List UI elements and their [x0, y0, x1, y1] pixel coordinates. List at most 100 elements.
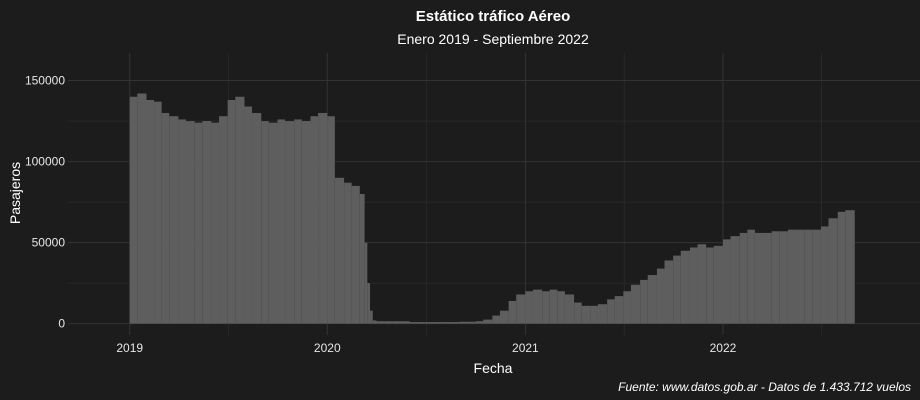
data-bar	[310, 116, 319, 324]
data-bar	[285, 121, 295, 324]
data-bar	[252, 112, 262, 324]
data-bar	[277, 119, 286, 324]
data-bar	[713, 245, 723, 324]
data-bar	[730, 236, 740, 324]
data-bar	[459, 321, 476, 324]
data-bar	[828, 218, 838, 324]
data-bar	[211, 122, 220, 324]
data-bar	[549, 289, 558, 324]
data-bar	[178, 119, 187, 324]
data-bar	[359, 194, 365, 324]
data-bar	[614, 296, 624, 324]
data-bar	[384, 321, 393, 324]
data-bar	[581, 305, 591, 324]
data-bar	[370, 310, 373, 324]
data-bar	[754, 232, 763, 324]
data-bar	[804, 229, 813, 324]
data-bar	[367, 283, 371, 324]
x-tick-label: 2019	[116, 341, 143, 355]
data-bar	[161, 112, 170, 324]
data-bar	[492, 315, 500, 324]
data-bar	[301, 121, 311, 324]
data-bar	[722, 239, 731, 324]
y-tick-label: 100000	[25, 155, 65, 169]
data-bar	[762, 232, 772, 324]
data-bar	[364, 242, 368, 324]
data-bar	[409, 322, 426, 324]
data-bar	[640, 279, 648, 324]
data-bar	[820, 226, 829, 324]
x-tick-label: 2022	[710, 341, 737, 355]
x-axis-label: Fecha	[474, 360, 513, 376]
ticks-layer: 0 50000 100000 150000 2019 2020 2021 2022	[25, 74, 737, 355]
data-bar	[747, 229, 755, 324]
data-bar	[630, 284, 641, 324]
data-bar	[244, 106, 253, 324]
data-bar	[623, 291, 631, 324]
data-bar	[508, 300, 517, 324]
data-bar	[227, 100, 236, 324]
data-bar	[235, 96, 245, 324]
y-tick-label: 50000	[32, 236, 66, 250]
data-bar	[475, 321, 484, 324]
data-bar	[812, 229, 821, 324]
data-bar	[194, 122, 203, 324]
data-bar	[294, 119, 302, 324]
data-bar	[706, 247, 714, 324]
data-bar	[673, 255, 681, 324]
data-bar	[219, 116, 228, 324]
y-axis-label: Pasajeros	[7, 162, 23, 224]
bars-layer	[129, 93, 855, 324]
chart-title: Estático tráfico Aéreo	[416, 8, 571, 25]
data-bar	[795, 229, 805, 324]
data-bar	[574, 302, 582, 324]
data-bar	[607, 299, 615, 324]
data-bar	[372, 320, 377, 324]
data-bar	[597, 304, 608, 324]
data-bar	[845, 210, 854, 324]
data-bar	[202, 121, 212, 324]
data-bar	[318, 112, 328, 324]
y-tick-label: 150000	[25, 74, 65, 88]
data-bar	[542, 291, 550, 324]
data-bar	[689, 247, 698, 324]
data-bar	[739, 232, 748, 324]
data-bar	[137, 93, 147, 324]
data-bar	[334, 177, 345, 324]
data-bar	[557, 291, 565, 324]
data-bar	[483, 319, 493, 324]
data-bar	[647, 275, 657, 324]
data-bar	[779, 231, 788, 324]
data-bar	[154, 101, 162, 324]
data-bar	[351, 185, 360, 324]
data-bar	[532, 289, 543, 324]
y-tick-label: 0	[58, 317, 65, 331]
x-tick-label: 2021	[512, 341, 539, 355]
x-tick-label: 2020	[314, 341, 341, 355]
data-bar	[261, 121, 269, 324]
data-bar	[186, 121, 195, 324]
data-bar	[327, 116, 335, 324]
data-bar	[425, 322, 443, 324]
data-bar	[853, 210, 855, 324]
data-bar	[392, 321, 410, 324]
data-bar	[680, 250, 690, 324]
data-bar	[664, 260, 674, 324]
chart-subtitle: Enero 2019 - Septiembre 2022	[397, 31, 589, 47]
data-bar	[837, 211, 846, 324]
data-bar	[268, 122, 278, 324]
data-bar	[376, 321, 385, 324]
data-bar	[564, 294, 575, 324]
data-bar	[344, 182, 352, 324]
data-bar	[697, 244, 707, 324]
data-bar	[771, 231, 780, 324]
data-bar	[787, 229, 796, 324]
data-bar	[442, 322, 460, 324]
data-bar	[499, 310, 509, 324]
data-bar	[146, 100, 155, 324]
chart-caption: Fuente: www.datos.gob.ar - Datos de 1.43…	[618, 380, 911, 394]
data-bar	[590, 305, 598, 324]
data-bar	[525, 291, 533, 324]
data-bar	[516, 294, 526, 324]
